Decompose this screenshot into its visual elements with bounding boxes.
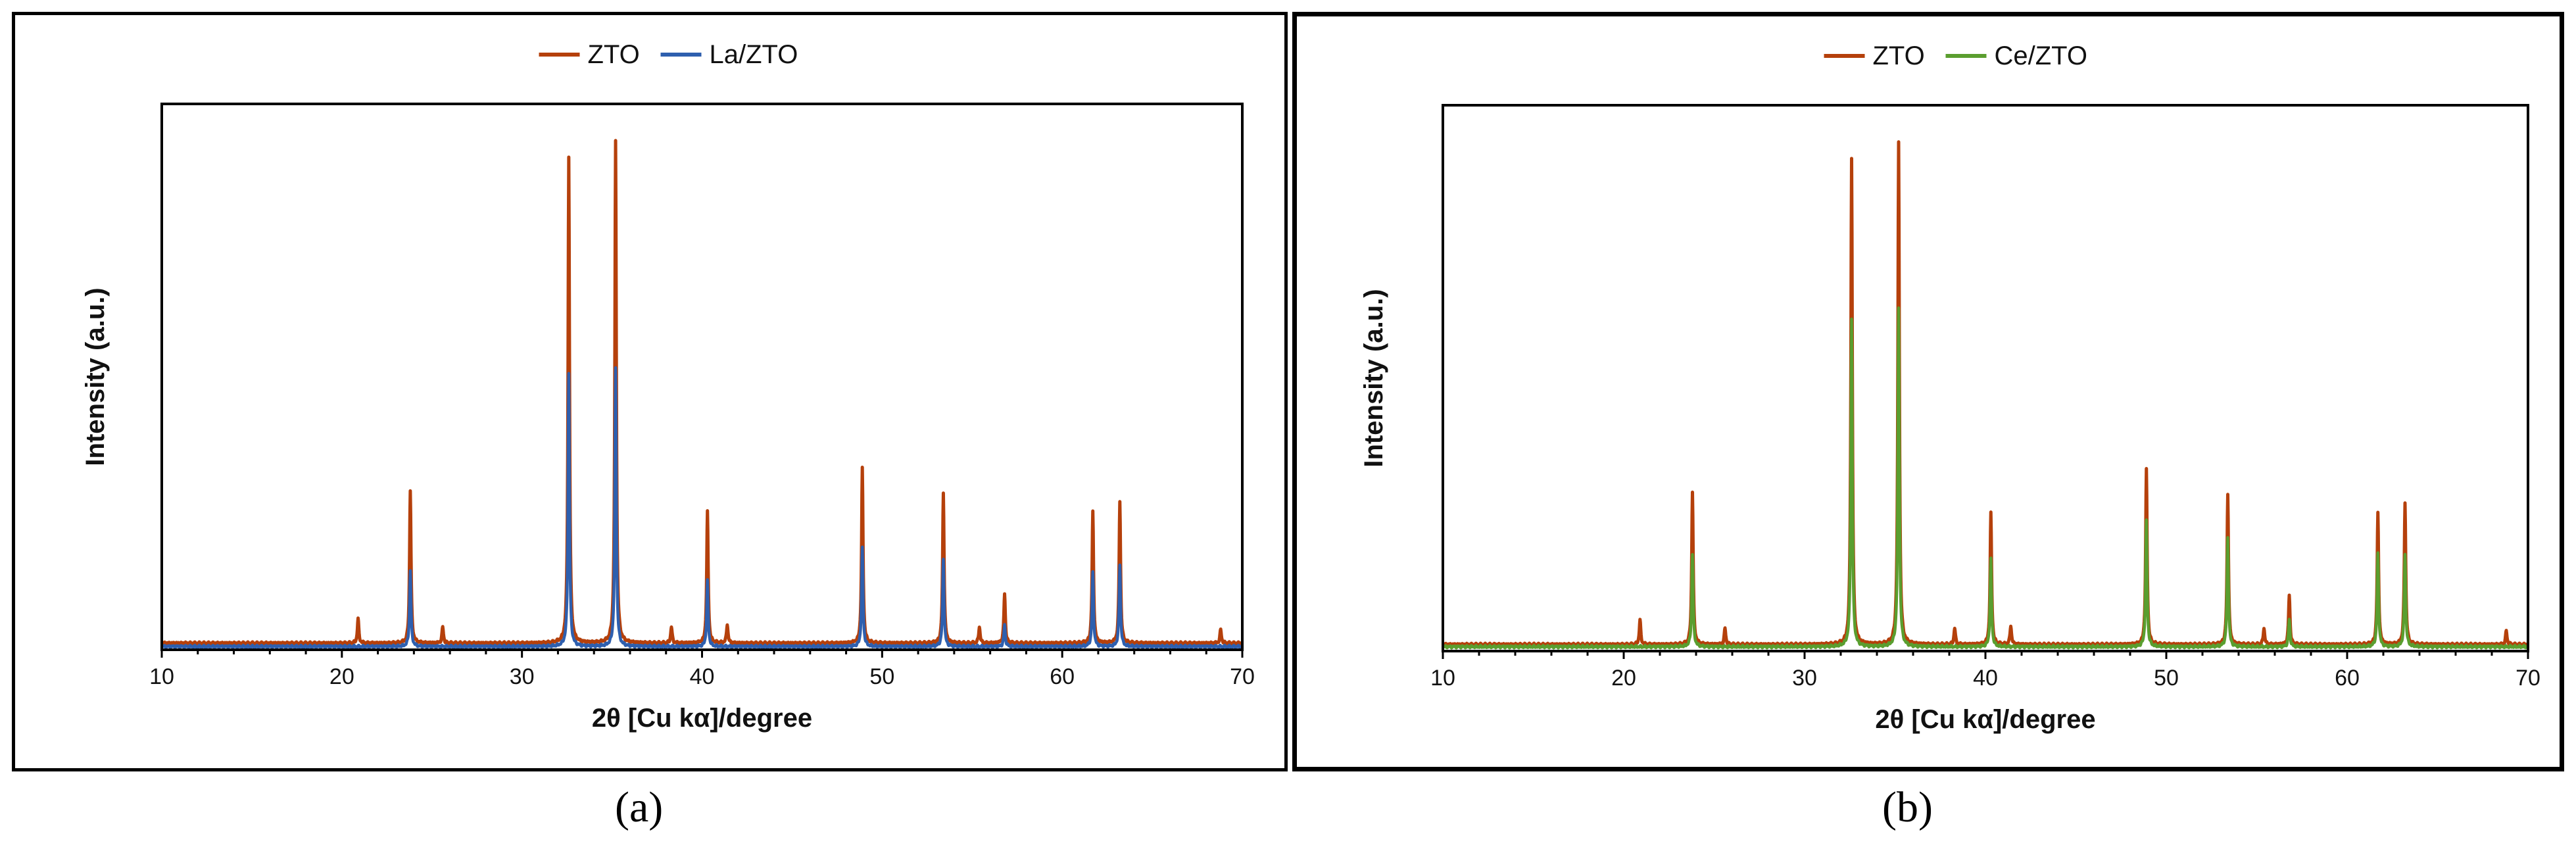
- xrd-chart-b: 10 20 30 40 50 60 70 2θ [Cu kα]/degree Intensity…: [1359, 41, 2540, 734]
- x-tick-label-a: 30: [510, 664, 535, 689]
- x-tick-label-a: 10: [149, 664, 174, 689]
- legend-label-b-0: ZTO: [1873, 41, 1925, 70]
- plot-frame-a: [160, 103, 1244, 651]
- panel-caption-a: (a): [615, 783, 664, 831]
- x-tick-label-b: 30: [1792, 666, 1817, 691]
- chart-panel-b: 10 20 30 40 50 60 70 2θ [Cu kα]/degree Intensity…: [1292, 12, 2564, 771]
- chart-panel-a: 10 20 30 40 50 60 70 2θ [Cu kα]/degree Intensity…: [12, 12, 1288, 771]
- x-axis-label-a: 2θ [Cu kα]/degree: [592, 704, 812, 733]
- panel-caption-b: (b): [1882, 783, 1933, 831]
- legend-label-a-0: ZTO: [588, 40, 640, 69]
- series-line-a-0: [160, 139, 1244, 646]
- y-axis-label-b: Intensity (a.u.): [1359, 289, 1388, 467]
- x-tick-label-b: 50: [2154, 666, 2179, 691]
- series-line-b-1: [1442, 306, 2529, 650]
- series-line-b-0: [1441, 140, 2529, 648]
- x-tick-label-a: 20: [329, 664, 354, 689]
- x-tick-label-b: 70: [2515, 666, 2540, 691]
- x-tick-label-a: 70: [1230, 664, 1255, 689]
- x-tick-label-b: 60: [2335, 666, 2360, 691]
- plot-frame-b: [1442, 104, 2529, 652]
- x-tick-label-b: 10: [1430, 666, 1455, 691]
- x-tick-label-b: 40: [1973, 666, 1998, 691]
- x-tick-label-a: 50: [869, 664, 894, 689]
- x-tick-label-a: 60: [1050, 664, 1075, 689]
- legend-label-b-1: Ce/ZTO: [1995, 41, 2088, 70]
- legend-a: ZTO La/ZTO: [539, 40, 798, 69]
- legend-label-a-1: La/ZTO: [710, 40, 798, 69]
- x-tick-label-a: 40: [690, 664, 715, 689]
- legend-b: ZTO Ce/ZTO: [1824, 41, 2088, 70]
- x-axis-label-b: 2θ [Cu kα]/degree: [1875, 705, 2095, 734]
- xrd-chart-a: 10 20 30 40 50 60 70 2θ [Cu kα]/degree Intensity…: [81, 40, 1255, 733]
- y-axis-label-a: Intensity (a.u.): [81, 287, 110, 466]
- x-tick-label-b: 20: [1611, 666, 1636, 691]
- series-line-a-1: [160, 366, 1244, 650]
